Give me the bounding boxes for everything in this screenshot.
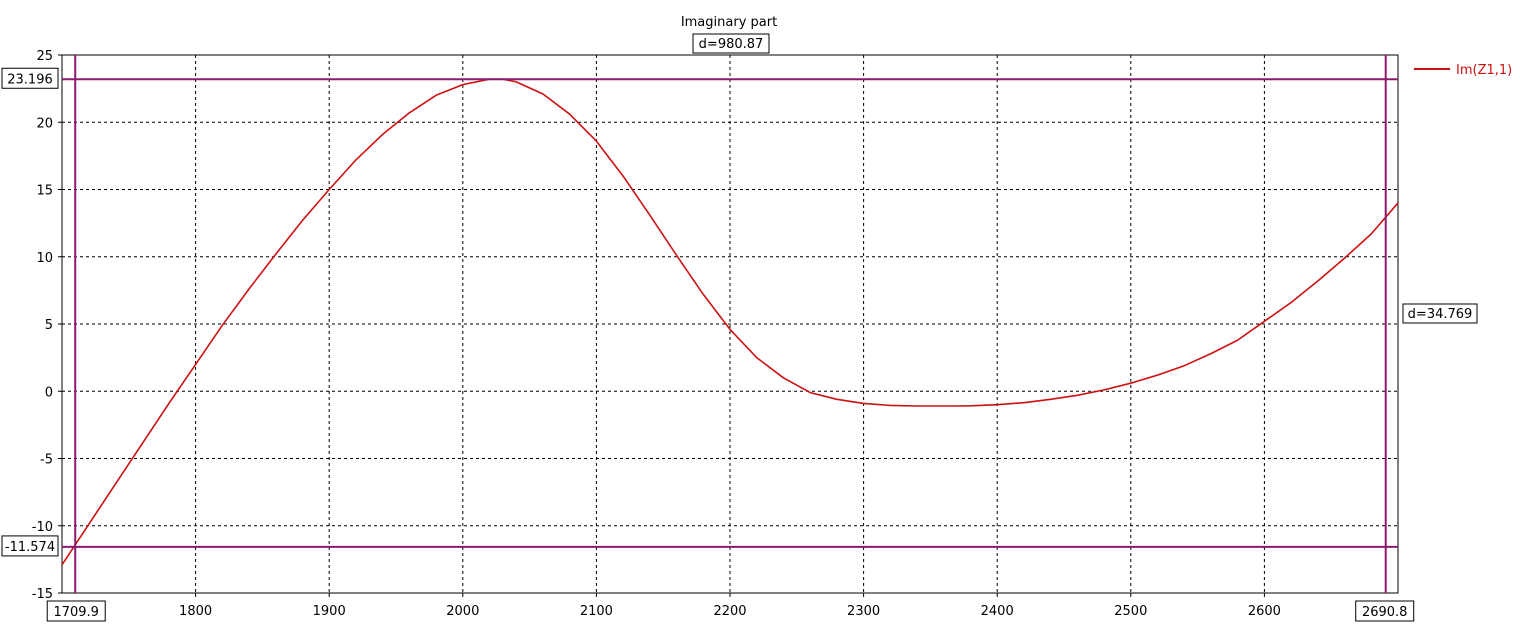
chart-title: Imaginary part (681, 15, 777, 30)
y-tick-label: 20 (36, 116, 53, 131)
y-tick-label: 0 (45, 385, 53, 400)
grid-lines (62, 55, 1398, 593)
x-tick-label: 2400 (981, 604, 1014, 619)
x-tick-label: 2100 (580, 604, 613, 619)
v-marker-label-box (1355, 600, 1415, 622)
v-marker-label-text: 2690.8 (1362, 605, 1408, 620)
v-marker-label: 1709.9 (46, 600, 106, 622)
x-tick-label: 1900 (313, 604, 346, 619)
y-tick-label: -10 (32, 520, 53, 535)
y-tick-label: 15 (36, 184, 53, 199)
v-marker-label-text: 1709.9 (53, 605, 99, 620)
x-tick-label: 2300 (847, 604, 880, 619)
x-tick-label: 2600 (1248, 604, 1281, 619)
y-tick-label: 5 (45, 318, 53, 333)
x-tick-label: 1800 (179, 604, 212, 619)
y-axis-ticks: 25 20 15 10 5 0 -5 -10 -15 (32, 49, 62, 602)
h-marker-label: -11.574 (1, 535, 59, 557)
x-tick-label: 2200 (713, 604, 746, 619)
y-delta-label-box (1402, 303, 1478, 324)
series-layer (61, 78, 1399, 566)
x-delta-label-box (692, 33, 770, 54)
plot-frame (61, 54, 1399, 594)
series-line-im-z11 (61, 78, 1399, 566)
h-marker-label-box (1, 535, 59, 557)
y-tick-label: -5 (40, 453, 53, 468)
x-tick-label: 2000 (446, 604, 479, 619)
x-axis-ticks: 1800 1900 2000 2100 2200 2300 2400 2500 2600 (179, 593, 1281, 619)
v-marker-label: 2690.8 (1355, 600, 1415, 622)
y-delta-label-text: d=34.769 (1408, 307, 1473, 322)
y-delta-label: d=34.769 (1402, 303, 1478, 324)
x-delta-label: d=980.87 (692, 33, 770, 54)
h-marker-label-text: -11.574 (5, 540, 55, 555)
x-delta-label-text: d=980.87 (699, 37, 764, 52)
y-tick-label: 25 (36, 49, 53, 64)
h-marker-label: 23.196 (1, 67, 59, 89)
legend[interactable]: Im(Z1,1) (1414, 63, 1512, 78)
y-tick-label: -15 (32, 587, 53, 602)
legend-label-im-z11: Im(Z1,1) (1456, 63, 1512, 78)
x-tick-label: 2500 (1114, 604, 1147, 619)
h-marker-label-box (1, 67, 59, 89)
marker-layer[interactable]: 23.196 -11.574 1709.9 2690.8 d=980.87 d=34.76… (1, 33, 1478, 622)
y-tick-label: 10 (36, 251, 53, 266)
v-marker-label-box (46, 600, 106, 622)
h-marker-label-text: 23.196 (7, 72, 53, 87)
